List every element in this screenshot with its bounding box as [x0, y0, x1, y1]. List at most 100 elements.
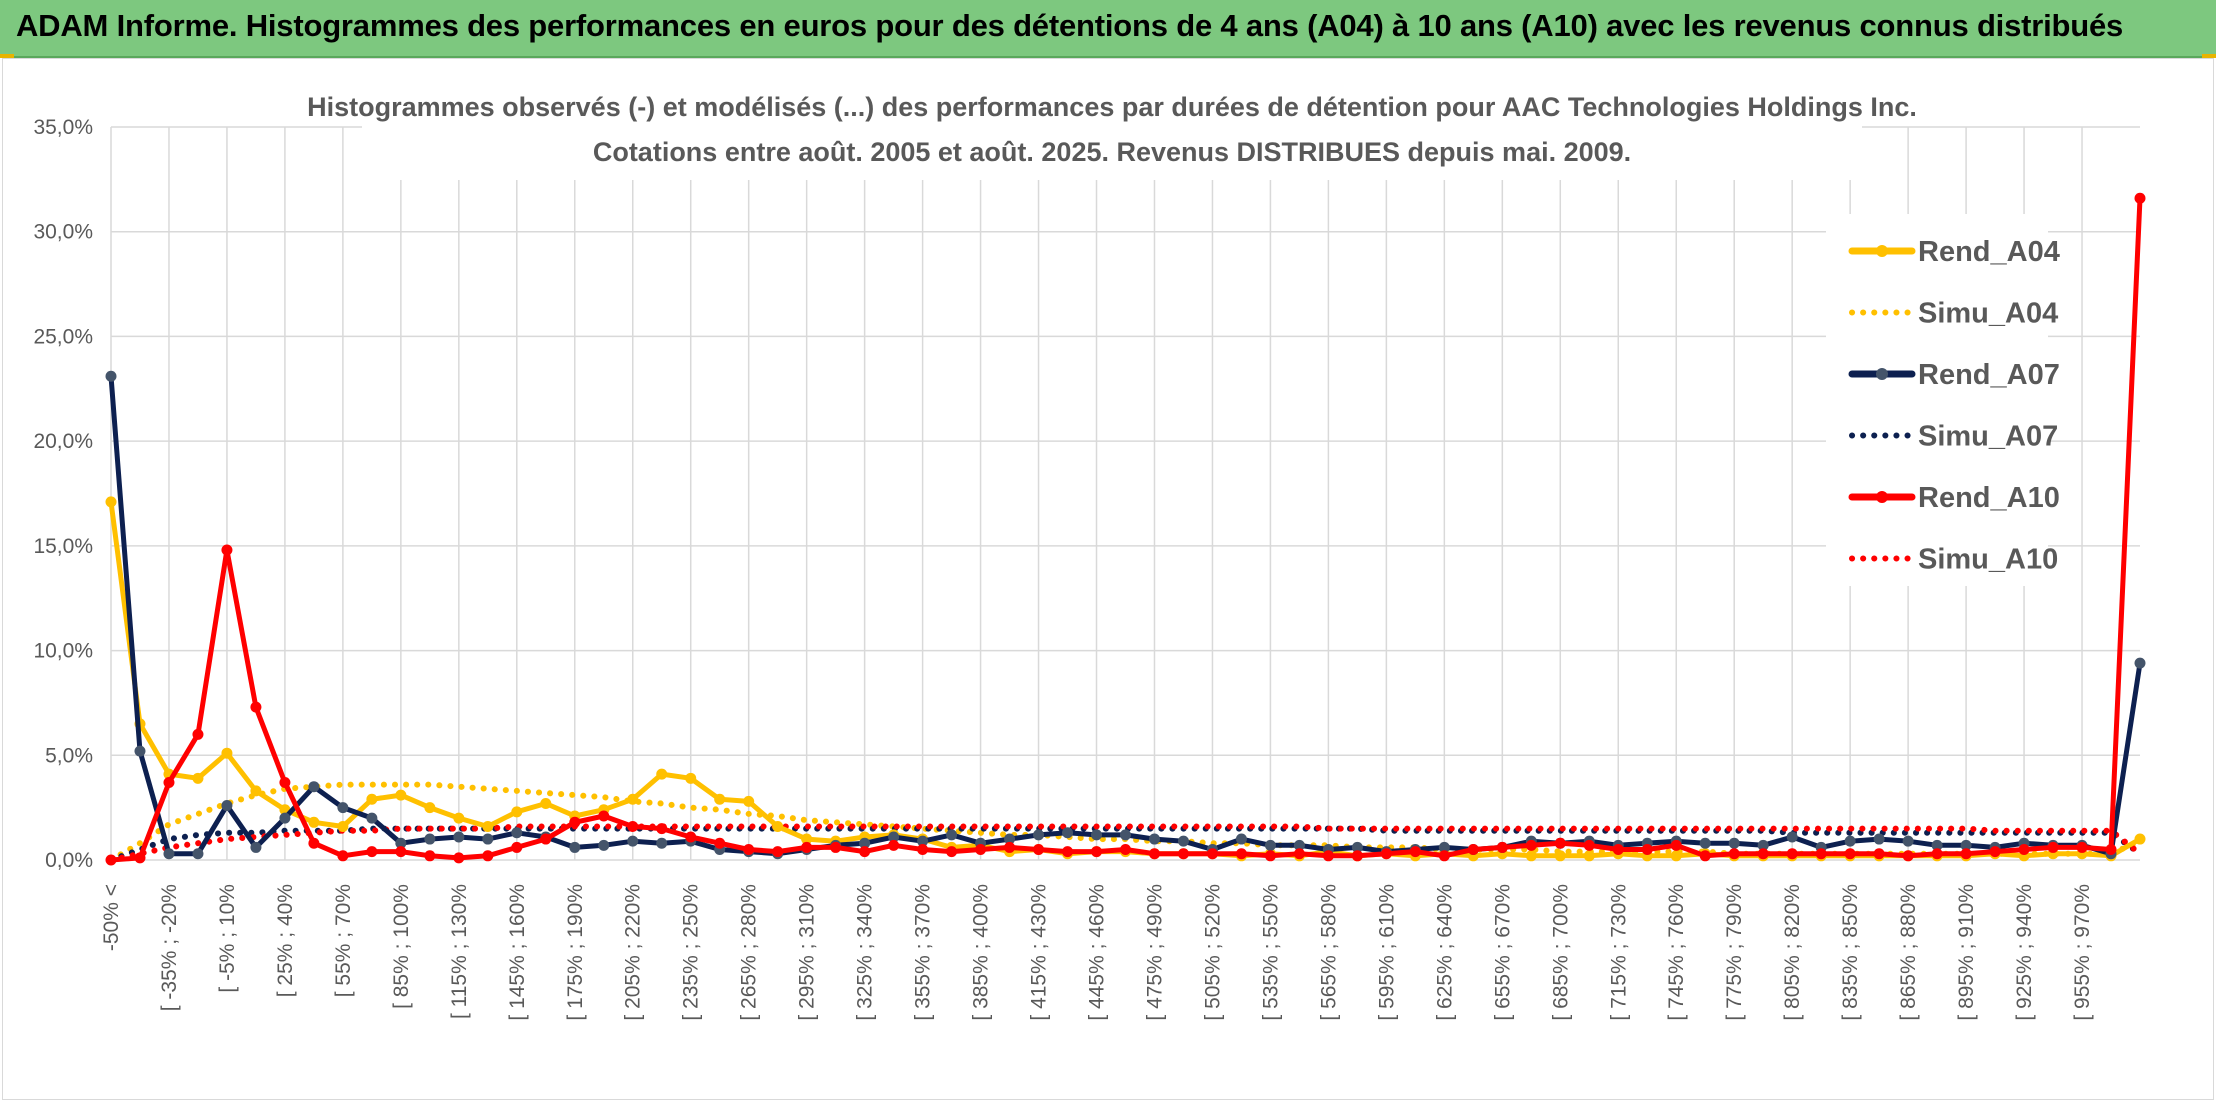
x-tick-label: [ 745% ; 760% [1665, 884, 1688, 1021]
data-point-rend-a10 [1091, 846, 1103, 858]
data-point-rend-a07 [859, 837, 871, 849]
data-point-rend-a10 [2105, 844, 2117, 856]
data-point-rend-a04 [627, 793, 639, 805]
data-point-rend-a07 [1148, 833, 1160, 845]
data-point-rend-a04 [714, 793, 726, 805]
data-point-rend-a10 [801, 841, 813, 853]
data-point-rend-a10 [1351, 850, 1363, 862]
data-point-rend-a10 [888, 839, 900, 851]
data-point-rend-a10 [1496, 841, 1508, 853]
gridlines [110, 126, 2140, 861]
x-tick-label: [ 115% ; 130% [448, 884, 471, 1019]
x-tick-label: [ 895% ; 910% [1955, 884, 1978, 1021]
data-point-rend-a07 [308, 781, 320, 793]
x-tick-label: [ -35% ; -20% [158, 884, 181, 1011]
data-point-rend-a07 [888, 831, 900, 843]
data-point-rend-a07 [1902, 835, 1914, 847]
data-point-rend-a07 [511, 827, 523, 839]
data-point-rend-a10 [1612, 844, 1624, 856]
x-tick-label: [ 925% ; 940% [2013, 884, 2036, 1021]
data-point-rend-a10 [1380, 848, 1392, 860]
chart-subtitle: Cotations entre août. 2005 et août. 2025… [593, 137, 1631, 167]
legend-label-rend-a04: Rend_A04 [1918, 236, 2060, 268]
data-point-rend-a10 [917, 844, 929, 856]
report-banner: ADAM Informe. Histogrammes des performan… [0, 0, 2216, 58]
x-tick-label: [ 625% ; 640% [1433, 884, 1456, 1021]
data-point-rend-a10 [1670, 839, 1682, 851]
data-point-rend-a10 [1989, 846, 2001, 858]
x-tick-label: [ 25% ; 40% [274, 884, 297, 997]
data-point-rend-a07 [1960, 839, 1972, 851]
data-point-rend-a07 [366, 812, 378, 824]
data-point-rend-a07 [1004, 833, 1016, 845]
data-point-rend-a04 [801, 833, 813, 845]
data-point-rend-a07 [453, 831, 465, 843]
data-point-rend-a10 [1554, 837, 1566, 849]
data-point-rend-a10 [1409, 846, 1421, 858]
series-lines [105, 192, 2146, 866]
data-point-rend-a07 [1873, 833, 1885, 845]
data-point-rend-a04 [1554, 850, 1566, 862]
data-point-rend-a10 [598, 810, 610, 822]
legend-label-simu-a10: Simu_A10 [1918, 544, 2058, 576]
data-point-rend-a10 [946, 846, 958, 858]
data-point-rend-a04 [540, 797, 552, 809]
data-point-rend-a07 [1931, 839, 1943, 851]
data-point-rend-a10 [1033, 844, 1045, 856]
x-tick-label: [ 175% ; 190% [564, 884, 587, 1021]
y-tick-label: 20,0% [33, 430, 93, 453]
data-point-rend-a10 [1583, 839, 1595, 851]
data-point-rend-a10 [221, 544, 233, 556]
data-point-rend-a07 [1235, 833, 1247, 845]
data-point-rend-a07 [279, 812, 291, 824]
data-point-rend-a10 [975, 844, 987, 856]
x-tick-label: [ 85% ; 100% [390, 884, 413, 1009]
x-tick-label: [ 955% ; 970% [2071, 884, 2094, 1021]
data-point-rend-a10 [1525, 839, 1537, 851]
data-point-rend-a10 [1120, 844, 1131, 856]
legend-label-simu-a04: Simu_A04 [1918, 298, 2058, 330]
data-point-rend-a10 [2076, 841, 2088, 853]
x-tick-label: [ 235% ; 250% [680, 884, 703, 1021]
data-point-rend-a07 [1264, 839, 1276, 851]
data-point-rend-a04 [511, 806, 523, 818]
x-tick-label: [ -5% ; 10% [216, 884, 239, 993]
y-tick-label: 30,0% [33, 221, 93, 244]
data-point-rend-a10 [250, 701, 262, 713]
data-point-rend-a07 [1293, 839, 1305, 851]
data-point-rend-a04 [250, 785, 262, 797]
data-point-rend-a10 [395, 846, 407, 858]
data-point-rend-a07 [656, 837, 668, 849]
data-point-rend-a10 [2047, 841, 2059, 853]
data-point-rend-a10 [308, 837, 320, 849]
data-point-rend-a04 [1583, 850, 1595, 862]
data-point-rend-a10 [1293, 848, 1305, 860]
data-point-rend-a04 [192, 772, 204, 784]
data-point-rend-a04 [743, 795, 755, 807]
x-tick-label: [ 715% ; 730% [1607, 884, 1630, 1021]
x-tick-label: [ 55% ; 70% [332, 884, 355, 997]
data-point-rend-a10 [279, 777, 291, 789]
data-point-rend-a07 [2134, 657, 2146, 669]
data-point-rend-a04 [366, 793, 378, 805]
x-tick-label: [ 475% ; 490% [1143, 884, 1166, 1021]
data-point-rend-a07 [627, 835, 639, 847]
data-point-rend-a04 [772, 820, 784, 832]
data-point-rend-a07 [598, 839, 610, 851]
data-point-rend-a07 [105, 370, 117, 382]
data-point-rend-a10 [1728, 848, 1740, 860]
data-point-rend-a10 [453, 852, 465, 864]
x-tick-label: [ 265% ; 280% [738, 884, 761, 1021]
data-point-rend-a10 [1062, 846, 1074, 858]
y-tick-label: 0,0% [45, 849, 93, 872]
data-point-rend-a10 [1641, 844, 1653, 856]
data-point-rend-a10 [772, 846, 784, 858]
data-point-rend-a10 [2018, 844, 2030, 856]
data-point-rend-a04 [482, 820, 494, 832]
data-point-rend-a10 [511, 841, 523, 853]
data-point-rend-a10 [134, 852, 146, 864]
data-point-rend-a07 [250, 841, 262, 853]
x-tick-label: [ 415% ; 430% [1028, 884, 1051, 1021]
data-point-rend-a07 [134, 745, 146, 757]
